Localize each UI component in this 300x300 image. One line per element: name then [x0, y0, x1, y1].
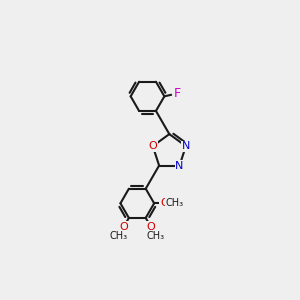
Text: N: N: [176, 160, 184, 171]
Text: O: O: [146, 222, 155, 232]
Text: O: O: [148, 141, 157, 151]
Text: O: O: [160, 198, 169, 208]
Text: CH₃: CH₃: [110, 231, 128, 241]
Text: F: F: [174, 87, 181, 100]
Text: CH₃: CH₃: [147, 231, 165, 241]
Text: N: N: [182, 141, 190, 151]
Text: O: O: [119, 222, 128, 232]
Text: CH₃: CH₃: [166, 198, 184, 208]
